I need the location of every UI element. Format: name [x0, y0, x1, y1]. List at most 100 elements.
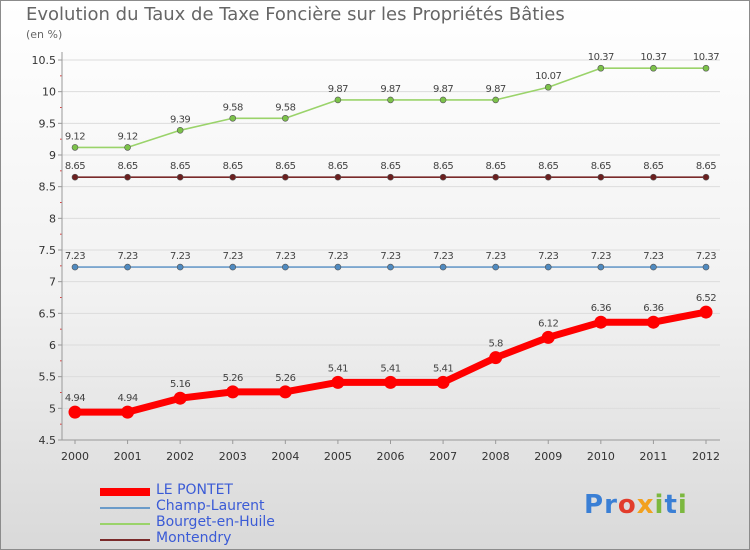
y-tick-label: 4.5 — [39, 434, 57, 447]
x-tick-label: 2008 — [482, 450, 510, 463]
legend-label: Bourget-en-Huile — [156, 514, 275, 530]
data-point — [282, 173, 289, 181]
data-point — [334, 263, 342, 271]
x-tick-label: 2003 — [219, 450, 247, 463]
data-point — [702, 263, 710, 271]
logo-letter: r — [604, 490, 618, 520]
data-label: 7.23 — [433, 251, 453, 262]
data-point — [68, 405, 82, 419]
data-point — [71, 173, 79, 181]
data-point — [71, 144, 79, 151]
data-point — [439, 263, 447, 271]
data-label: 8.65 — [696, 161, 716, 172]
logo-letter: o — [617, 490, 637, 520]
data-label: 7.23 — [486, 251, 506, 262]
x-tick-label: 2001 — [114, 450, 142, 463]
data-point — [282, 114, 289, 122]
data-point — [282, 263, 289, 271]
data-point — [492, 96, 499, 104]
data-point — [229, 263, 237, 271]
logo-letter: t — [664, 490, 678, 520]
data-label: 5.41 — [380, 363, 400, 374]
data-point — [176, 127, 184, 134]
data-label: 10.37 — [693, 52, 719, 63]
data-point — [489, 351, 503, 365]
series-line — [71, 308, 710, 416]
data-label: 7.23 — [223, 251, 243, 262]
logo-letter: i — [677, 490, 688, 520]
data-label: 8.65 — [486, 161, 506, 172]
data-point — [439, 173, 447, 181]
data-label: 5.26 — [223, 373, 243, 384]
data-point — [544, 83, 552, 91]
data-point — [650, 64, 657, 72]
y-tick-label: 8.5 — [39, 181, 57, 194]
data-label: 9.87 — [380, 84, 400, 95]
data-label: 6.12 — [538, 318, 558, 329]
x-tick-label: 2006 — [377, 450, 405, 463]
data-label: 10.07 — [535, 71, 561, 82]
data-label: 9.39 — [170, 114, 190, 125]
data-point — [699, 305, 713, 319]
legend-swatch-le-pontet — [100, 488, 150, 496]
x-tick-label: 2004 — [271, 450, 299, 463]
x-tick-label: 2009 — [534, 450, 562, 463]
data-point — [544, 173, 552, 181]
data-point — [173, 391, 187, 405]
data-label: 10.37 — [640, 52, 666, 63]
data-label: 9.87 — [486, 84, 506, 95]
unit-label: (en %) — [26, 28, 63, 41]
y-tick-label: 5.5 — [39, 371, 57, 384]
data-label: 9.12 — [117, 131, 137, 142]
data-label: 7.23 — [328, 251, 348, 262]
y-tick-label: 6.5 — [39, 307, 57, 320]
data-label: 6.52 — [696, 293, 716, 304]
data-label: 8.65 — [643, 161, 663, 172]
data-point — [176, 173, 184, 181]
data-point — [331, 375, 345, 389]
y-tick-label: 7.5 — [39, 244, 57, 257]
data-label: 8.65 — [433, 161, 453, 172]
data-point — [702, 173, 710, 181]
data-point — [544, 263, 552, 271]
data-point — [384, 375, 397, 389]
data-label: 9.12 — [65, 131, 85, 142]
series-line — [74, 67, 707, 149]
data-label: 8.65 — [117, 161, 137, 172]
data-label: 8.65 — [275, 161, 295, 172]
data-label: 8.65 — [538, 161, 558, 172]
x-tick-label: 2011 — [639, 450, 667, 463]
data-label: 8.65 — [380, 161, 400, 172]
data-point — [124, 144, 131, 151]
data-label: 8.65 — [170, 161, 190, 172]
data-point — [646, 315, 660, 329]
data-label: 7.23 — [117, 251, 137, 262]
legend-label: LE PONTET — [156, 482, 233, 498]
data-point — [650, 263, 657, 271]
data-label: 8.65 — [65, 161, 85, 172]
x-tick-label: 2002 — [166, 450, 194, 463]
data-point — [439, 96, 447, 104]
data-label: 8.65 — [328, 161, 348, 172]
data-point — [226, 385, 240, 399]
chart-title: Evolution du Taux de Taxe Foncière sur l… — [26, 4, 565, 25]
data-point — [71, 263, 79, 271]
data-point — [597, 263, 605, 271]
data-label: 6.36 — [591, 303, 611, 314]
x-tick-label: 2010 — [587, 450, 615, 463]
data-label: 9.58 — [223, 102, 243, 113]
data-label: 7.23 — [65, 251, 85, 262]
data-point — [387, 173, 394, 181]
data-label: 8.65 — [223, 161, 243, 172]
logo-letter: i — [654, 490, 665, 520]
data-label: 9.87 — [328, 84, 348, 95]
data-label: 7.23 — [696, 251, 716, 262]
data-point — [702, 64, 710, 72]
data-point — [121, 405, 135, 419]
data-label: 5.26 — [275, 373, 295, 384]
x-tick-label: 2000 — [61, 450, 89, 463]
proxiti-logo: Proxiti — [584, 490, 688, 520]
data-label: 7.23 — [538, 251, 558, 262]
data-point — [492, 263, 499, 271]
data-label: 5.41 — [328, 363, 348, 374]
